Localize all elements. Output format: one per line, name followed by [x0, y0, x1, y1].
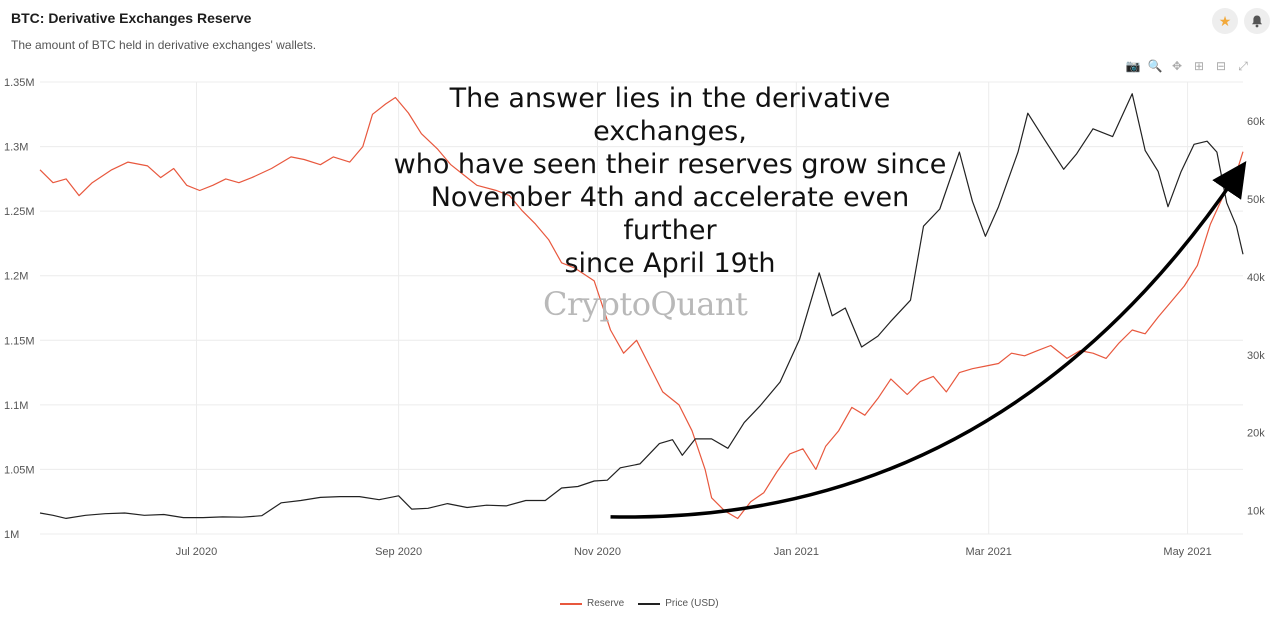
chart-toolbar: 📷 🔍 ✥ ⊞ ⊟ ⤢ — [1124, 58, 1252, 74]
legend-label: Price (USD) — [665, 598, 719, 609]
y-right-tick-label: 10k — [1247, 506, 1265, 518]
x-tick-label: Jul 2020 — [176, 546, 218, 558]
y-left-tick-label: 1M — [4, 529, 19, 541]
annotation-text: The answer lies in the derivative exchan… — [380, 82, 960, 280]
zoom-out-icon[interactable]: ⊟ — [1215, 59, 1227, 73]
reset-icon[interactable]: ⤢ — [1238, 59, 1248, 73]
page-title: BTC: Derivative Exchanges Reserve — [11, 10, 252, 26]
annotation-line: November 4th and accelerate even further — [430, 182, 910, 246]
camera-icon[interactable]: 📷 — [1125, 59, 1141, 73]
annotation-line: who have seen their reserves grow since — [393, 149, 947, 180]
pan-icon[interactable]: ✥ — [1171, 59, 1183, 73]
bell-icon[interactable] — [1244, 8, 1270, 34]
x-tick-label: Mar 2021 — [965, 546, 1011, 558]
y-right-tick-label: 40k — [1247, 272, 1265, 284]
reserve-line — [39, 96, 1244, 520]
y-left-tick-label: 1.25M — [4, 206, 35, 218]
legend-item-price[interactable]: Price (USD) — [638, 598, 719, 609]
y-left-tick-label: 1.35M — [4, 77, 35, 89]
price-line — [39, 93, 1244, 520]
x-tick-label: Nov 2020 — [574, 546, 621, 558]
star-icon[interactable]: ★ — [1212, 8, 1238, 34]
y-left-tick-label: 1.15M — [4, 335, 35, 347]
legend-swatch-price — [638, 602, 661, 605]
annotation-line: The answer lies in the derivative exchan… — [449, 83, 891, 147]
y-right-tick-label: 50k — [1247, 194, 1265, 206]
zoom-icon[interactable]: 🔍 — [1147, 59, 1163, 73]
legend: Reserve Price (USD) — [560, 598, 719, 609]
x-tick-label: Sep 2020 — [375, 546, 422, 558]
y-left-tick-label: 1.1M — [4, 400, 28, 412]
y-left-tick-label: 1.2M — [4, 271, 28, 283]
x-tick-label: May 2021 — [1163, 546, 1211, 558]
legend-label: Reserve — [587, 598, 625, 609]
y-left-tick-label: 1.3M — [4, 142, 28, 154]
legend-swatch-reserve — [560, 602, 582, 605]
x-tick-label: Jan 2021 — [774, 546, 819, 558]
legend-item-reserve[interactable]: Reserve — [560, 598, 624, 609]
y-left-tick-label: 1.05M — [4, 464, 35, 476]
y-right-tick-label: 30k — [1247, 350, 1265, 362]
zoom-in-icon[interactable]: ⊞ — [1193, 59, 1205, 73]
page-subtitle: The amount of BTC held in derivative exc… — [11, 38, 317, 52]
watermark: CryptoQuant — [543, 285, 748, 323]
y-right-tick-label: 60k — [1247, 116, 1265, 128]
y-right-tick-label: 20k — [1247, 428, 1265, 440]
annotation-arrow — [610, 161, 1247, 519]
annotation-line: since April 19th — [564, 248, 776, 279]
bell-glyph — [1252, 15, 1262, 27]
